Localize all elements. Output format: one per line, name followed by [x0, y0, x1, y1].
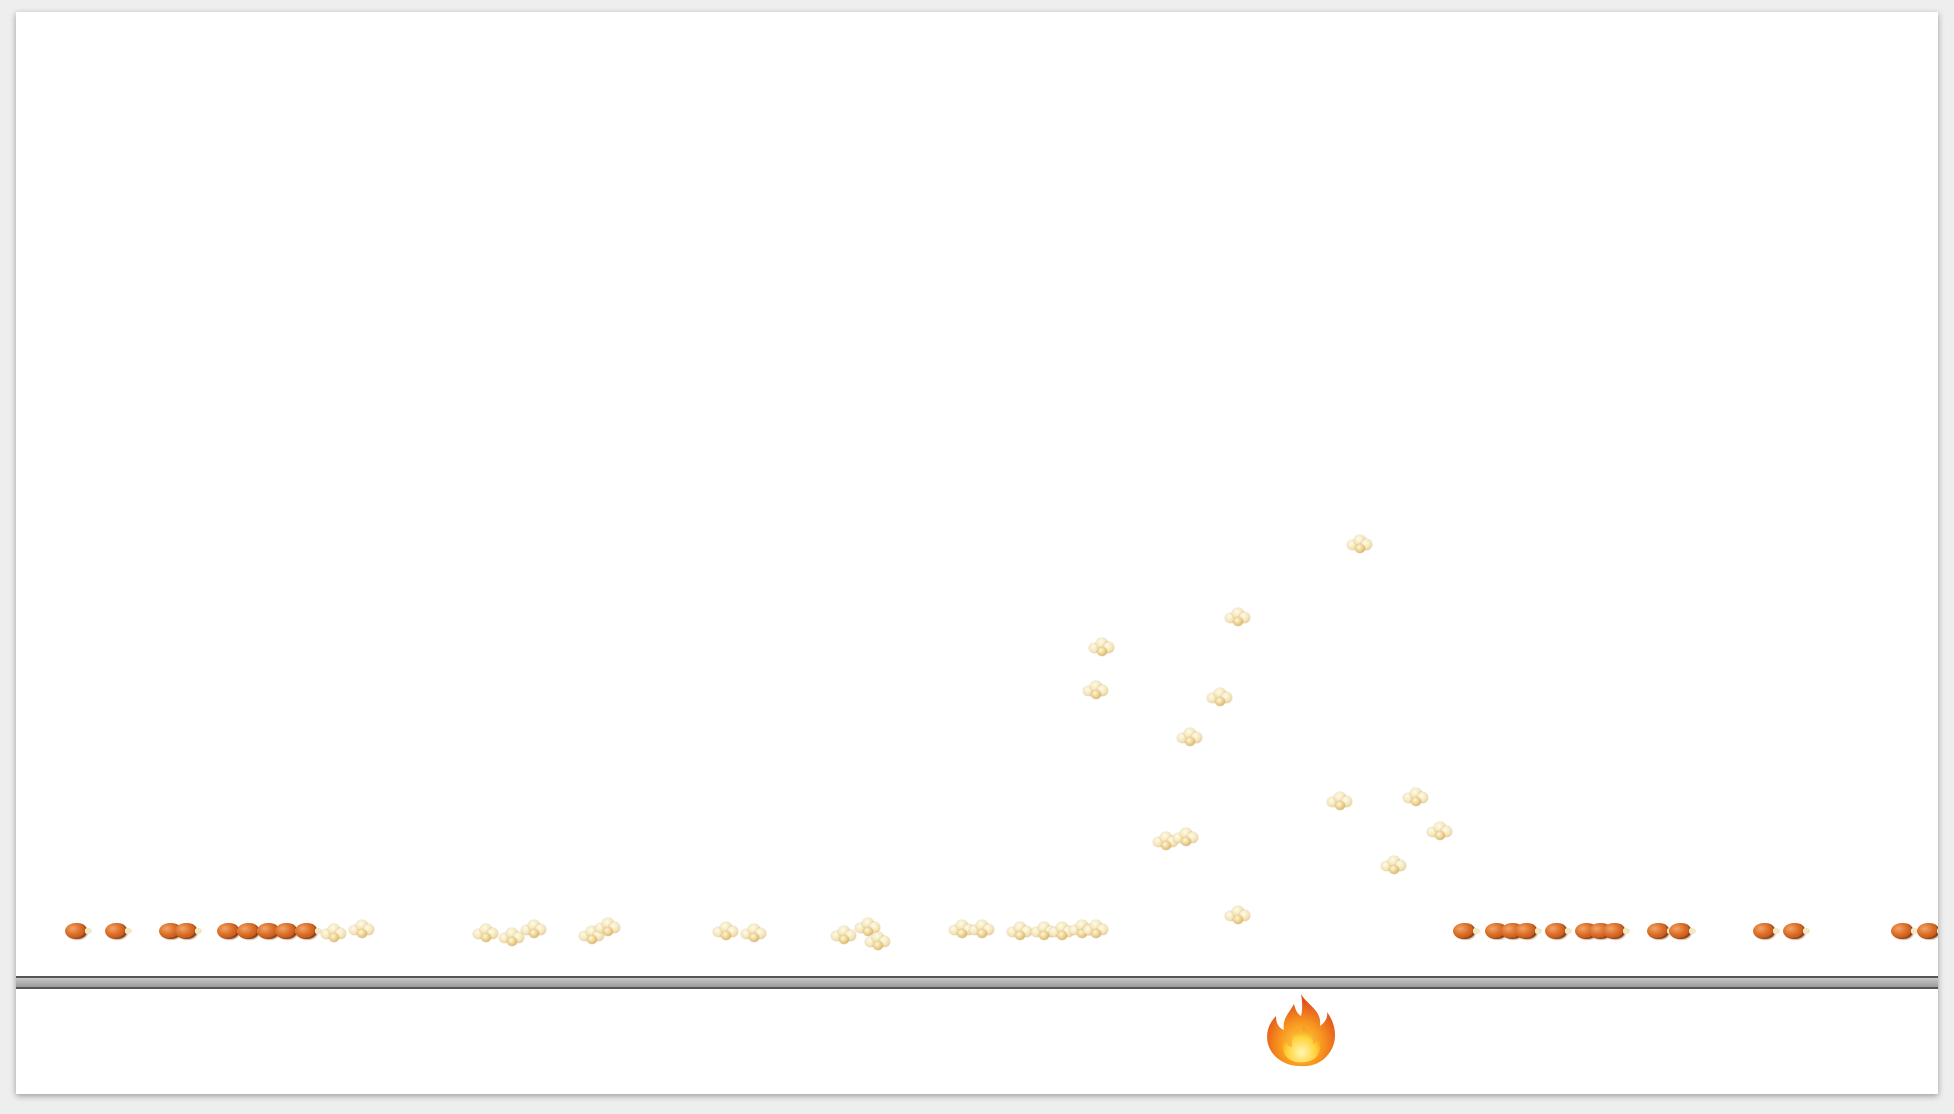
popcorn-in-air — [1083, 680, 1109, 700]
popcorn-resting — [969, 919, 995, 939]
popcorn-resting — [349, 919, 375, 939]
popcorn-resting — [1083, 919, 1109, 939]
fire-icon — [1267, 994, 1336, 1067]
kernel-unpopped — [1917, 923, 1938, 939]
popcorn-in-air — [1225, 905, 1251, 925]
popcorn-in-air — [1207, 687, 1233, 707]
kernel-unpopped — [1515, 923, 1542, 939]
kernel-unpopped — [175, 923, 202, 939]
popcorn-in-air — [1347, 534, 1373, 554]
popcorn-resting — [321, 923, 347, 943]
kernel-unpopped — [295, 923, 322, 939]
popcorn-resting — [473, 923, 499, 943]
popcorn-resting — [521, 919, 547, 939]
popcorn-layer — [16, 12, 1938, 1094]
popcorn-resting — [855, 917, 881, 937]
popcorn-resting — [949, 919, 975, 939]
kernel-unpopped — [1669, 923, 1696, 939]
popcorn-in-air — [1177, 727, 1203, 747]
popcorn-in-air — [1427, 821, 1453, 841]
popcorn-resting — [1049, 921, 1075, 941]
kernel-unpopped — [1453, 923, 1480, 939]
popcorn-resting — [1007, 921, 1033, 941]
kernel-unpopped — [1783, 923, 1810, 939]
popcorn-resting — [579, 925, 605, 945]
kernel-unpopped — [1753, 923, 1780, 939]
popcorn-in-air — [1403, 787, 1429, 807]
kernel-unpopped — [65, 923, 92, 939]
popcorn-in-air — [1225, 607, 1251, 627]
pan-surface — [16, 976, 1938, 989]
kernel-unpopped — [105, 923, 132, 939]
popcorn-in-air — [1153, 831, 1179, 851]
popcorn-resting — [499, 927, 525, 947]
kernel-unpopped — [1545, 923, 1572, 939]
popcorn-resting — [865, 931, 891, 951]
popcorn-in-air — [1089, 637, 1115, 657]
popcorn-resting — [831, 925, 857, 945]
popcorn-resting — [595, 917, 621, 937]
popcorn-in-air — [1173, 827, 1199, 847]
kernel-unpopped — [1603, 923, 1630, 939]
popcorn-resting — [713, 921, 739, 941]
popcorn-in-air — [1327, 791, 1353, 811]
game-canvas[interactable] — [16, 12, 1938, 1094]
popcorn-resting — [741, 923, 767, 943]
kernel-layer — [16, 12, 1938, 1094]
kernel-unpopped — [1891, 923, 1918, 939]
popcorn-in-air — [1381, 855, 1407, 875]
